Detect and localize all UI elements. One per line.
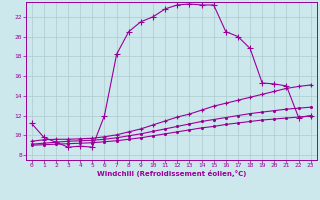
X-axis label: Windchill (Refroidissement éolien,°C): Windchill (Refroidissement éolien,°C) bbox=[97, 170, 246, 177]
